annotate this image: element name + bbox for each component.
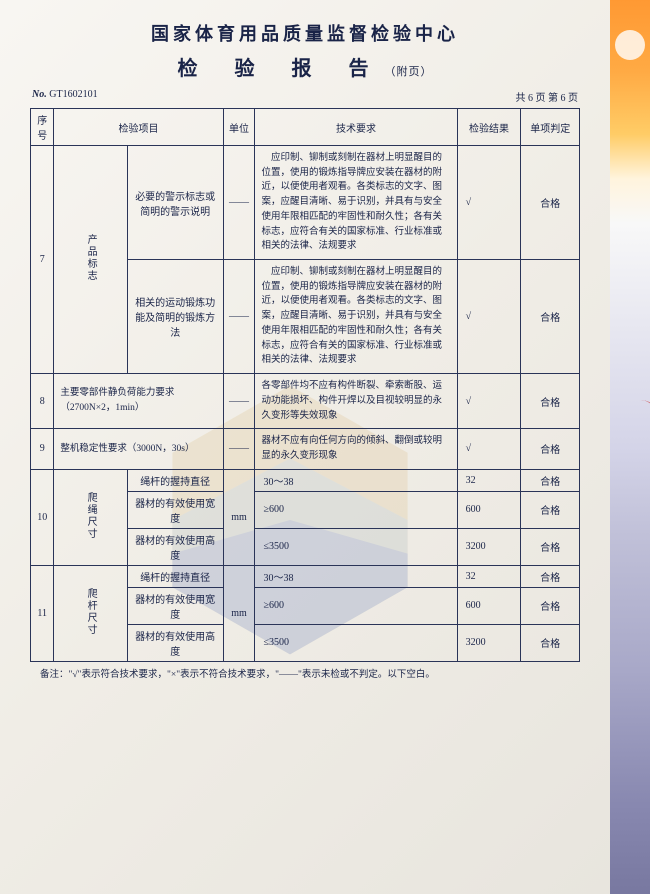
page-info: 共 6 页 第 6 页 — [516, 89, 579, 104]
cell-req: 应印制、铆制或刻制在器材上明显醒目的位置，使用的锻炼指导牌应安装在器材的附近，以… — [255, 146, 457, 260]
meta-row: No. GT1602101 共 6 页 第 6 页 — [30, 89, 580, 104]
report-title-suffix: （附页） — [385, 66, 433, 78]
col-item: 检验项目 — [54, 109, 223, 146]
table-row: 8 主要零部件静负荷能力要求（2700N×2，1min） —— 各零部件均不应有… — [31, 374, 580, 429]
col-unit: 单位 — [223, 109, 255, 146]
cell-category: 爬杆尺寸 — [54, 565, 127, 661]
cell-judge: 合格 — [521, 624, 580, 661]
cell-item: 主要零部件静负荷能力要求（2700N×2，1min） — [54, 374, 223, 429]
cell-subitem: 器材的有效使用高度 — [127, 528, 223, 565]
cell-req: 30～38 — [255, 565, 457, 587]
cell-seq: 10 — [31, 469, 54, 565]
cell-unit: —— — [223, 374, 255, 429]
cell-result: 3200 — [457, 528, 521, 565]
cell-result: √ — [457, 429, 521, 469]
cell-req: 应印制、铆制或刻制在器材上明显醒目的位置，使用的锻炼指导牌应安装在器材的附近，以… — [255, 260, 457, 374]
cell-subitem: 必要的警示标志或简明的警示说明 — [127, 146, 223, 260]
cell-result: 600 — [457, 587, 521, 624]
cell-subitem: 器材的有效使用宽度 — [127, 587, 223, 624]
table-row: 11 爬杆尺寸 绳杆的握持直径 mm 30～38 32 合格 — [31, 565, 580, 587]
cell-unit: —— — [223, 429, 255, 469]
cell-judge: 合格 — [521, 374, 580, 429]
cell-req: 器材不应有向任何方向的倾斜、翻倒或较明显的永久变形现象 — [255, 429, 457, 469]
cell-seq: 11 — [31, 565, 54, 661]
cell-result: 600 — [457, 491, 521, 528]
col-seq: 序号 — [31, 109, 54, 146]
table-row: 9 整机稳定性要求（3000N，30s） —— 器材不应有向任何方向的倾斜、翻倒… — [31, 429, 580, 469]
cell-result: 32 — [457, 565, 521, 587]
cell-judge: 合格 — [521, 565, 580, 587]
col-judge: 单项判定 — [521, 109, 580, 146]
cell-unit: —— — [223, 146, 255, 260]
cell-seq: 7 — [31, 146, 54, 374]
table-row: 7 产品标志 必要的警示标志或简明的警示说明 —— 应印制、铆制或刻制在器材上明… — [31, 146, 580, 260]
cell-judge: 合格 — [521, 491, 580, 528]
table-row: 10 爬绳尺寸 绳杆的握持直径 mm 30～38 32 合格 — [31, 469, 580, 491]
cell-result: √ — [457, 374, 521, 429]
cell-subitem: 器材的有效使用宽度 — [127, 491, 223, 528]
sidebar-logo-icon — [615, 30, 645, 60]
cell-result: 3200 — [457, 624, 521, 661]
org-title: 国家体育用品质量监督检验中心 — [30, 20, 580, 46]
report-page: 国家体育用品质量监督检验中心 检 验 报 告（附页） No. GT1602101… — [0, 0, 610, 894]
cell-unit: —— — [223, 260, 255, 374]
report-title: 检 验 报 告（附页） — [30, 52, 580, 81]
cell-unit: mm — [223, 565, 255, 661]
cell-judge: 合格 — [521, 429, 580, 469]
cell-subitem: 绳杆的握持直径 — [127, 469, 223, 491]
cell-item: 整机稳定性要求（3000N，30s） — [54, 429, 223, 469]
cell-result: √ — [457, 260, 521, 374]
cell-judge: 合格 — [521, 260, 580, 374]
cell-seq: 9 — [31, 429, 54, 469]
cell-result: √ — [457, 146, 521, 260]
cell-unit: mm — [223, 469, 255, 565]
footer-note: 备注："√"表示符合技术要求，"×"表示不符合技术要求，"——"表示未检或不判定… — [30, 666, 580, 680]
cell-result: 32 — [457, 469, 521, 491]
doc-no: No. GT1602101 — [32, 89, 98, 104]
cell-req: ≥600 — [255, 491, 457, 528]
cell-subitem: 器材的有效使用高度 — [127, 624, 223, 661]
cell-judge: 合格 — [521, 146, 580, 260]
cell-req: ≥600 — [255, 587, 457, 624]
cell-req: 30～38 — [255, 469, 457, 491]
table-header-row: 序号 检验项目 单位 技术要求 检验结果 单项判定 — [31, 109, 580, 146]
cell-judge: 合格 — [521, 587, 580, 624]
cell-req: ≤3500 — [255, 624, 457, 661]
cell-category: 爬绳尺寸 — [54, 469, 127, 565]
col-req: 技术要求 — [255, 109, 457, 146]
cell-category: 产品标志 — [54, 146, 127, 374]
cell-req: 各零部件均不应有构件断裂、牵索断股、运动功能损坏、构件开焊以及目视较明显的永久变… — [255, 374, 457, 429]
cell-seq: 8 — [31, 374, 54, 429]
col-result: 检验结果 — [457, 109, 521, 146]
report-title-text: 检 验 报 告 — [178, 58, 385, 80]
cell-judge: 合格 — [521, 528, 580, 565]
cell-subitem: 相关的运动锻炼功能及简明的锻炼方法 — [127, 260, 223, 374]
cell-subitem: 绳杆的握持直径 — [127, 565, 223, 587]
cell-req: ≤3500 — [255, 528, 457, 565]
cell-judge: 合格 — [521, 469, 580, 491]
inspection-table: 序号 检验项目 单位 技术要求 检验结果 单项判定 7 产品标志 必要的警示标志… — [30, 108, 580, 662]
